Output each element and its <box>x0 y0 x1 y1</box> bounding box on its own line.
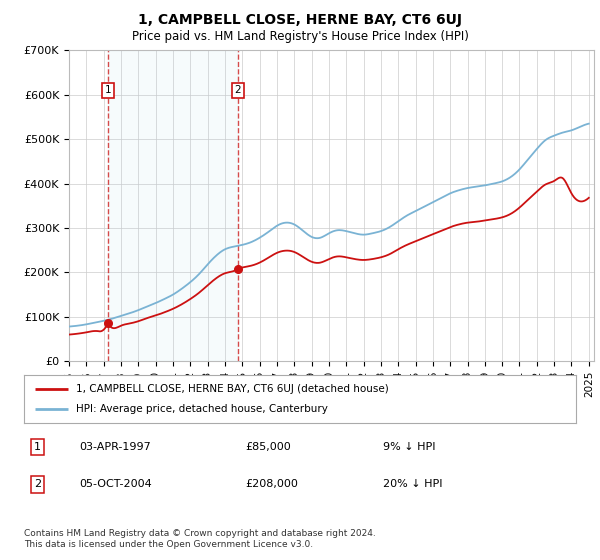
Text: HPI: Average price, detached house, Canterbury: HPI: Average price, detached house, Cant… <box>76 404 328 414</box>
Text: Price paid vs. HM Land Registry's House Price Index (HPI): Price paid vs. HM Land Registry's House … <box>131 30 469 43</box>
Text: 20% ↓ HPI: 20% ↓ HPI <box>383 479 442 489</box>
Text: 2: 2 <box>34 479 41 489</box>
Text: £208,000: £208,000 <box>245 479 298 489</box>
Text: 1, CAMPBELL CLOSE, HERNE BAY, CT6 6UJ: 1, CAMPBELL CLOSE, HERNE BAY, CT6 6UJ <box>138 13 462 27</box>
Bar <box>108 50 238 361</box>
Text: Contains HM Land Registry data © Crown copyright and database right 2024.
This d: Contains HM Land Registry data © Crown c… <box>24 529 376 549</box>
Text: 2: 2 <box>235 85 241 95</box>
Text: £85,000: £85,000 <box>245 442 290 452</box>
Text: 1, CAMPBELL CLOSE, HERNE BAY, CT6 6UJ (detached house): 1, CAMPBELL CLOSE, HERNE BAY, CT6 6UJ (d… <box>76 384 389 394</box>
Text: 9% ↓ HPI: 9% ↓ HPI <box>383 442 436 452</box>
Text: 1: 1 <box>104 85 111 95</box>
Text: 1: 1 <box>34 442 41 452</box>
Text: 05-OCT-2004: 05-OCT-2004 <box>79 479 152 489</box>
Text: 03-APR-1997: 03-APR-1997 <box>79 442 151 452</box>
